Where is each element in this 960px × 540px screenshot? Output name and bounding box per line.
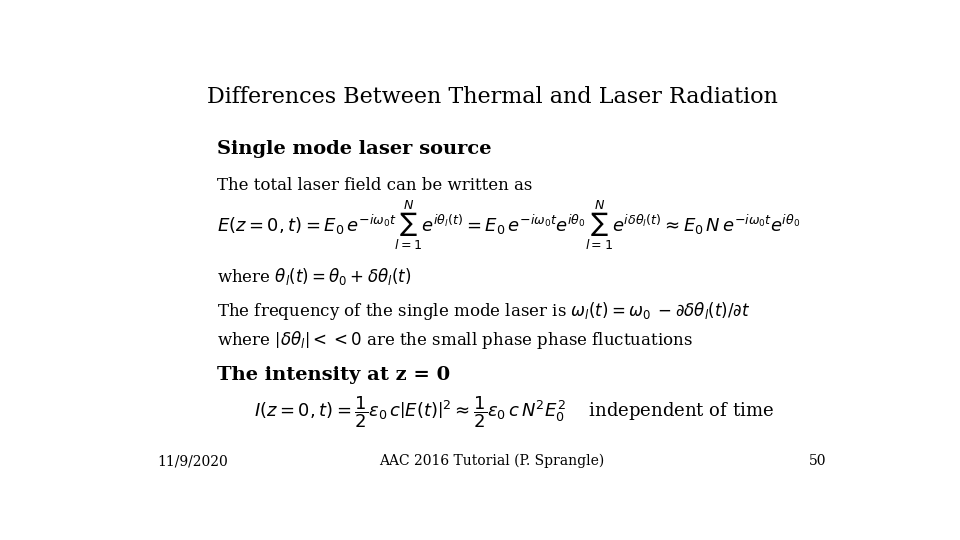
Text: The intensity at z = 0: The intensity at z = 0 xyxy=(217,366,450,384)
Text: $I(z=0,t) = \dfrac{1}{2}\varepsilon_0\, c\left|E(t)\right|^2 \approx \dfrac{1}{2: $I(z=0,t) = \dfrac{1}{2}\varepsilon_0\, … xyxy=(253,394,774,430)
Text: AAC 2016 Tutorial (P. Sprangle): AAC 2016 Tutorial (P. Sprangle) xyxy=(379,454,605,468)
Text: where $\theta_l(t) = \theta_0 + \delta\theta_l(t)$: where $\theta_l(t) = \theta_0 + \delta\t… xyxy=(217,266,411,287)
Text: 50: 50 xyxy=(809,454,827,468)
Text: Differences Between Thermal and Laser Radiation: Differences Between Thermal and Laser Ra… xyxy=(206,85,778,107)
Text: $E(z=0,t) = E_0\, e^{-i\omega_0 t} \sum_{l=1}^{N} e^{i\theta_l(t)} = E_0\, e^{-i: $E(z=0,t) = E_0\, e^{-i\omega_0 t} \sum_… xyxy=(217,198,800,252)
Text: The total laser field can be written as: The total laser field can be written as xyxy=(217,177,532,194)
Text: The frequency of the single mode laser is $\omega_l(t) = \omega_0\; - \partial\d: The frequency of the single mode laser i… xyxy=(217,300,750,322)
Text: where $\left|\delta\theta_l\right| << 0$ are the small phase phase fluctuations: where $\left|\delta\theta_l\right| << 0$… xyxy=(217,329,692,351)
Text: Single mode laser source: Single mode laser source xyxy=(217,140,492,158)
Text: 11/9/2020: 11/9/2020 xyxy=(157,454,228,468)
